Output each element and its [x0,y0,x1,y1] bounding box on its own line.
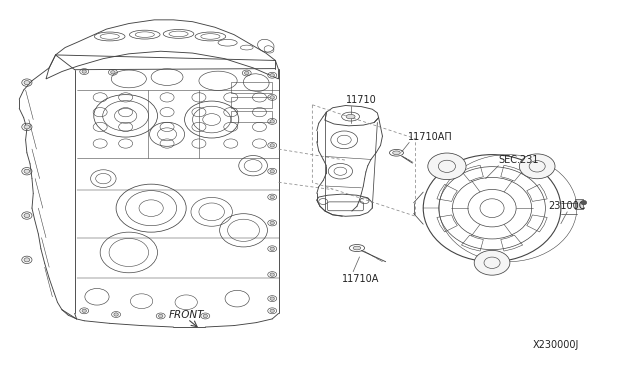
Text: 11710A: 11710A [342,274,380,284]
Ellipse shape [428,153,466,180]
Ellipse shape [270,74,275,77]
Ellipse shape [244,71,249,75]
Text: FRONT: FRONT [168,310,204,320]
Ellipse shape [270,120,275,123]
Ellipse shape [111,71,115,74]
Bar [231,112,272,122]
Ellipse shape [159,314,163,318]
Ellipse shape [24,169,29,173]
Text: 11710AΠ: 11710AΠ [408,132,452,142]
Ellipse shape [24,125,29,129]
Ellipse shape [270,247,275,250]
Ellipse shape [270,273,275,276]
Ellipse shape [270,221,275,225]
Ellipse shape [270,309,275,312]
Bar [231,82,272,93]
Ellipse shape [82,309,86,312]
Ellipse shape [393,151,400,155]
Ellipse shape [24,214,29,218]
Ellipse shape [270,96,275,99]
Text: 23100C: 23100C [548,201,586,211]
Ellipse shape [346,114,355,119]
Ellipse shape [353,246,361,250]
Text: X230000J: X230000J [532,340,579,350]
Ellipse shape [82,70,86,73]
Ellipse shape [270,195,275,199]
Ellipse shape [581,201,587,205]
Bar [231,97,272,108]
Ellipse shape [203,314,207,318]
Ellipse shape [24,81,29,85]
Ellipse shape [24,258,29,262]
Text: 11710: 11710 [346,95,376,105]
Text: SEC.231: SEC.231 [499,155,539,164]
Bar [575,199,582,209]
Ellipse shape [270,170,275,173]
Ellipse shape [114,313,118,316]
Ellipse shape [270,297,275,300]
Ellipse shape [270,144,275,147]
Ellipse shape [474,250,510,275]
Ellipse shape [519,154,555,179]
